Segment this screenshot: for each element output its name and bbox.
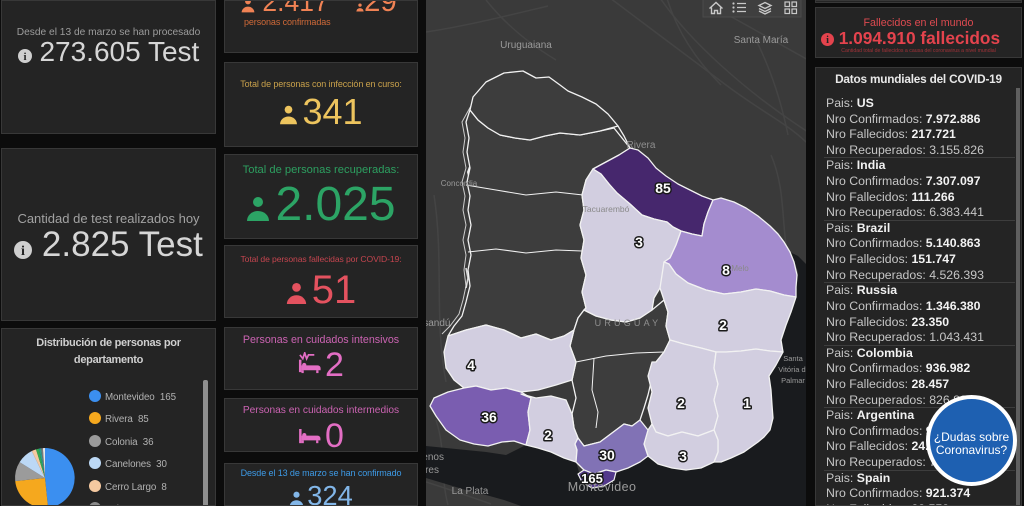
svg-text:30: 30	[599, 447, 615, 463]
svg-text:8: 8	[722, 262, 730, 278]
svg-text:i: i	[21, 243, 25, 259]
svg-text:2: 2	[544, 427, 552, 443]
svg-text:La Plata: La Plata	[452, 486, 489, 497]
svg-text:1: 1	[743, 395, 751, 411]
svg-text:Tacuarembó: Tacuarembó	[583, 204, 630, 214]
svg-text:36: 36	[481, 409, 497, 425]
svg-text:Concordia: Concordia	[441, 179, 478, 188]
svg-text:Rivera: Rivera	[627, 140, 656, 151]
svg-text:2: 2	[719, 317, 727, 333]
svg-text:i: i	[23, 51, 26, 63]
svg-text:3: 3	[679, 448, 687, 464]
svg-text:85: 85	[655, 180, 671, 196]
svg-text:Vitória d: Vitória d	[778, 365, 805, 374]
svg-text:Uruguaiana: Uruguaiana	[500, 40, 552, 51]
svg-text:Aires: Aires	[426, 465, 439, 476]
svg-text:Paysandú: Paysandú	[426, 318, 450, 329]
svg-text:Santa María: Santa María	[734, 35, 789, 46]
svg-text:4: 4	[467, 357, 475, 373]
svg-text:3: 3	[635, 234, 643, 250]
svg-text:165: 165	[581, 471, 603, 486]
svg-text:Buenos: Buenos	[426, 452, 444, 463]
svg-text:URUGUAY: URUGUAY	[595, 318, 662, 328]
svg-text:Palmar: Palmar	[781, 376, 805, 385]
svg-text:Melo: Melo	[731, 264, 749, 273]
svg-text:Montevideo: Montevideo	[568, 480, 637, 494]
svg-text:2: 2	[677, 395, 685, 411]
svg-text:Santa: Santa	[783, 354, 803, 363]
svg-text:i: i	[826, 35, 829, 46]
